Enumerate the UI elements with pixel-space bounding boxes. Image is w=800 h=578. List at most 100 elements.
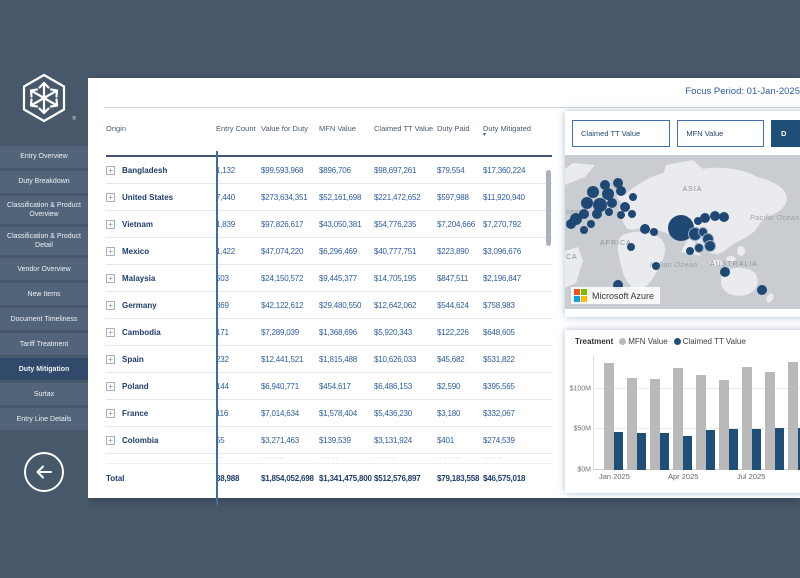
map-bubble[interactable] <box>686 246 694 255</box>
bar-claimed-tt-value-apr-2025[interactable] <box>683 435 692 470</box>
bar-mfn-value-aug-2025[interactable] <box>765 372 775 470</box>
back-button[interactable] <box>24 452 64 492</box>
column-header-entry-count[interactable]: Entry Count <box>216 124 256 133</box>
map-bubble[interactable] <box>615 186 626 197</box>
map-bubble[interactable] <box>757 284 768 295</box>
sidebar-item-document-timeliness[interactable]: Document Timeliness <box>0 308 88 331</box>
map-bubble[interactable] <box>616 211 625 220</box>
map-bubble[interactable] <box>649 228 658 237</box>
expand-icon[interactable]: + <box>106 165 115 175</box>
expand-icon[interactable]: + <box>106 381 115 391</box>
table-scrollbar[interactable] <box>546 170 551 246</box>
bar-mfn-value-sep-2025[interactable] <box>788 361 798 470</box>
bar-claimed-tt-value-jan-2025[interactable] <box>614 431 623 470</box>
map-bubble[interactable] <box>693 217 702 226</box>
sidebar-item-classification-product-overview[interactable]: Classification & Product Overview <box>0 196 88 225</box>
map-bubble[interactable] <box>620 201 631 212</box>
expand-icon[interactable]: + <box>106 327 115 337</box>
table-row-partial[interactable]: ··· ··· ··· ··· ··· · ··· · · · · ·· ·· ··· … <box>106 454 552 464</box>
map-bubble[interactable] <box>700 213 711 224</box>
map-bubble[interactable] <box>581 196 593 209</box>
bar-claimed-tt-value-aug-2025[interactable] <box>775 428 784 470</box>
map-bubble[interactable] <box>640 223 650 234</box>
map-bubble[interactable] <box>601 188 614 201</box>
map-bubble[interactable] <box>578 208 589 219</box>
sidebar-item-tariff-treatment[interactable]: Tariff Treatment <box>0 333 88 356</box>
map-bubble[interactable] <box>703 239 716 252</box>
map-bubble[interactable] <box>629 193 637 202</box>
table-row[interactable]: + Spain 232 $12,441,521 $1,815,488 $10,626,03… <box>106 346 552 373</box>
expand-icon[interactable]: + <box>106 408 115 418</box>
map-bubble[interactable] <box>612 177 623 188</box>
sidebar-item-new-items[interactable]: New Items <box>0 283 88 306</box>
map-bubble[interactable] <box>591 209 602 220</box>
table-row[interactable]: + Colombia 55 $3,271,463 $139,539 $3,131,924 $… <box>106 427 552 454</box>
world-map[interactable]: ASIA AFRICA AUSTRALIA Pacific Ocean Indian O… <box>565 155 800 309</box>
bar-claimed-tt-value-may-2025[interactable] <box>706 430 715 470</box>
bar-mfn-value-jun-2025[interactable] <box>719 379 729 470</box>
map-bubble[interactable] <box>604 208 613 217</box>
sidebar-item-entry-overview[interactable]: Entry Overview <box>0 146 88 168</box>
sidebar-item-vendor-overview[interactable]: Vendor Overview <box>0 258 88 281</box>
bar-mfn-value-mar-2025[interactable] <box>650 378 660 470</box>
map-bubble[interactable] <box>652 261 660 270</box>
map-bubble[interactable] <box>566 218 577 229</box>
bar-mfn-value-jan-2025[interactable] <box>604 363 614 470</box>
bar-mfn-value-jul-2025[interactable] <box>742 366 752 470</box>
column-header-origin[interactable]: Origin <box>106 124 127 133</box>
map-bubble[interactable] <box>720 266 730 277</box>
map-bubble[interactable] <box>628 209 636 218</box>
map-bubble[interactable] <box>599 179 610 190</box>
bar-mfn-value-apr-2025[interactable] <box>673 368 683 470</box>
bar-claimed-tt-value-mar-2025[interactable] <box>660 432 669 470</box>
map-bubble[interactable] <box>719 212 729 223</box>
expand-icon[interactable]: + <box>106 192 115 202</box>
expand-icon[interactable]: + <box>106 219 115 229</box>
expand-icon[interactable]: + <box>106 435 115 445</box>
map-bubble[interactable] <box>612 280 623 291</box>
map-bubble[interactable] <box>579 225 588 234</box>
expand-icon[interactable]: + <box>106 273 115 283</box>
bar-mfn-value-feb-2025[interactable] <box>627 378 637 470</box>
table-row[interactable]: + Vietnam 1,839 $97,826,617 $43,050,381 $54,7… <box>106 211 552 238</box>
slicer-claimed-tt-value[interactable]: Claimed TT Value <box>572 120 671 147</box>
column-header-duty-paid[interactable]: Duty Paid <box>437 124 470 133</box>
expand-icon[interactable]: + <box>106 246 115 256</box>
table-total-row[interactable]: Total 38,988 $1,854,052,698 $1,341,475,800 $… <box>106 464 552 492</box>
map-bubble[interactable] <box>587 185 600 198</box>
table-row[interactable]: + Malaysia 503 $24,150,572 $9,445,377 $14,705… <box>106 265 552 292</box>
expand-icon[interactable]: + <box>106 354 115 364</box>
slicer-mfn-value[interactable]: MFN Value <box>677 120 764 147</box>
table-row[interactable]: + Germany 869 $42,122,612 $29,480,550 $12,642… <box>106 292 552 319</box>
sidebar-item-duty-breakdown[interactable]: Duty Breakdown <box>0 171 88 193</box>
table-row[interactable]: + Poland 144 $6,940,771 $454,617 $6,486,153 $2… <box>106 373 552 400</box>
legend-item-mfn-value[interactable]: MFN Value <box>619 337 668 346</box>
map-bubble[interactable] <box>710 211 721 222</box>
sidebar-item-entry-line-details[interactable]: Entry Line Details <box>0 408 88 431</box>
table-row[interactable]: + Mexico 1,422 $47,074,220 $6,296,469 $40,777… <box>106 238 552 265</box>
table-row[interactable]: + France 116 $7,014,634 $1,578,404 $5,436,230… <box>106 400 552 427</box>
legend-item-claimed-tt-value[interactable]: Claimed TT Value <box>673 337 746 346</box>
sidebar-item-surtax[interactable]: Surtax <box>0 383 88 406</box>
duty-dark-button[interactable]: D <box>771 120 800 147</box>
column-header-mfn-value[interactable]: MFN Value <box>319 124 356 133</box>
table-row[interactable]: + United States 7,440 $273,634,351 $52,161,6… <box>106 184 552 211</box>
map-bubble[interactable] <box>593 197 607 212</box>
map-bubble[interactable] <box>587 219 596 228</box>
map-bubble[interactable] <box>626 242 635 251</box>
table-row[interactable]: + Bangladesh 1,132 $99,593,968 $896,706 $98,6… <box>106 157 552 184</box>
bar-claimed-tt-value-feb-2025[interactable] <box>637 433 646 470</box>
sidebar-item-classification-product-detail[interactable]: Classification & Product Detail <box>0 227 88 256</box>
sidebar-item-duty-mitigation[interactable]: Duty Mitigation <box>0 358 88 381</box>
column-header-value-for-duty[interactable]: Value for Duty <box>261 124 308 133</box>
expand-icon[interactable]: + <box>106 300 115 310</box>
bar-claimed-tt-value-jul-2025[interactable] <box>752 429 761 470</box>
table-row[interactable]: + Cambodia 171 $7,289,039 $1,368,696 $5,920,3… <box>106 319 552 346</box>
column-header-duty-mitigated[interactable]: Duty Mitigated ▾ <box>483 124 541 138</box>
column-header-claimed-tt-value[interactable]: Claimed TT Value <box>374 124 434 133</box>
bar-claimed-tt-value-jun-2025[interactable] <box>729 429 738 470</box>
map-bubble[interactable] <box>607 197 618 208</box>
map-bubble[interactable] <box>693 242 704 253</box>
bar-mfn-value-may-2025[interactable] <box>696 374 706 470</box>
bar-claimed-tt-value-sep-2025[interactable] <box>798 428 800 470</box>
